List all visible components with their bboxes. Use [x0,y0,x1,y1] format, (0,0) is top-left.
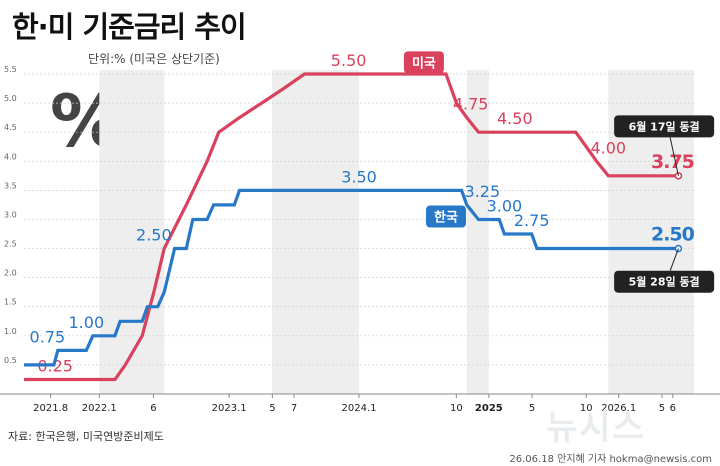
series-line-us [24,72,679,382]
legend-tag [425,205,466,228]
x-tick-label: 2022.1 [82,403,117,414]
data-label: 0.75 [30,327,66,346]
callout-box [614,270,715,293]
x-tick-label: 7 [291,403,297,414]
x-tick-label: 2021.8 [33,403,68,414]
byline: 26.06.18 안지혜 기자 hokma@newsis.com [509,454,712,465]
background-band [466,70,489,394]
y-tick-label: 4.5 [4,123,17,132]
x-tick-label: 2025 [475,403,503,414]
data-label: 1.00 [69,313,105,332]
series-line-korea [24,188,679,367]
y-tick-label: 1.5 [4,298,17,307]
callout-text: 5월 28일 동결 [629,275,700,289]
newsis-logo: 뉴시스 [546,408,646,448]
x-tick-label: 10 [580,403,593,414]
data-label: 3.50 [341,167,377,186]
y-tick-label: 2.5 [4,240,17,249]
x-tick-label: 2024.1 [342,403,377,414]
x-tick-label: 5 [269,403,275,414]
data-label: 2.75 [514,211,550,230]
y-tick-label: 5.0 [4,94,17,103]
y-tick-label: 5.5 [4,65,17,74]
y-tick-label: 2.0 [4,269,17,278]
data-label: 4.75 [453,95,489,114]
data-label: 3.00 [487,196,523,215]
unit-note: 단위:% (미국은 상단기준) [88,52,220,66]
x-tick-label: 2026.1 [601,403,636,414]
x-tick-label: 5 [659,403,665,414]
callout-pointer [669,248,679,271]
y-tick-label: 0.5 [4,356,17,365]
source-note: 자료: 한국은행, 미국연방준비제도 [8,430,164,443]
page-title: 한·미 기준금리 추이 [12,10,247,44]
x-tick-label: 6 [150,403,156,414]
x-tick-label: 5 [529,403,535,414]
y-tick-label: 3.5 [4,181,17,190]
legend-label: 미국 [412,55,436,71]
background-band [272,70,359,394]
callout-box [614,115,715,138]
data-label: 4.00 [590,138,626,157]
callout-text: 6월 17일 동결 [629,119,700,133]
data-label: 3.75 [651,151,694,173]
callout-pointer [669,137,679,176]
data-label: 2.50 [136,226,172,245]
y-tick-label: 1.0 [4,327,17,336]
x-tick-label: 6 [670,403,676,414]
x-tick-label: 10 [450,403,463,414]
data-label: 3.25 [465,182,501,201]
data-label: 5.50 [331,51,367,70]
y-tick-label: 4.0 [4,152,17,161]
data-label: 2.50 [651,224,695,246]
data-label: 4.50 [497,109,533,128]
x-tick-label: 2023.1 [212,403,247,414]
background-band [99,70,165,394]
y-tick-label: 3.0 [4,210,17,219]
legend-tag [403,51,444,74]
legend-label: 한국 [434,210,458,226]
